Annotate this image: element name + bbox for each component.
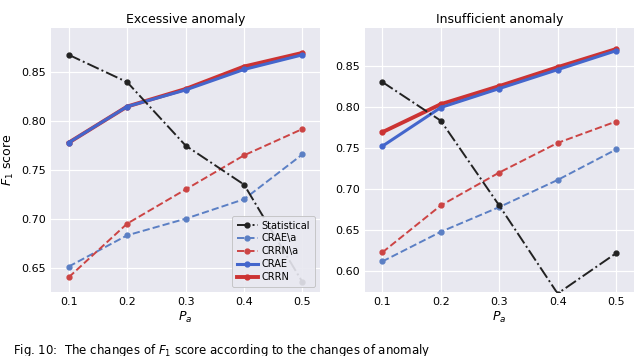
CRRN\a [124,221,131,226]
Line: CRRN: CRRN [380,47,618,135]
CRRN [378,130,386,134]
CRAE\a [299,152,307,157]
CRRN [240,64,248,69]
CRAE [495,87,503,91]
CRAE\a [554,178,561,182]
Statistical [65,53,72,57]
CRRN\a [495,171,503,175]
CRAE\a [612,147,620,152]
CRAE [612,48,620,53]
CRAE [240,67,248,72]
Line: Statistical: Statistical [380,79,618,296]
CRRN\a [437,203,445,208]
CRRN\a [240,153,248,157]
CRRN\a [299,127,307,131]
Statistical [612,251,620,255]
CRAE\a [182,216,189,221]
Statistical [124,80,131,84]
Legend: Statistical, CRAE\a, CRRN\a, CRAE, CRRN: Statistical, CRAE\a, CRRN\a, CRAE, CRRN [232,216,315,287]
Statistical [495,203,503,208]
CRAE\a [240,197,248,201]
CRRN\a [554,141,561,145]
Statistical [240,183,248,187]
Line: CRAE\a: CRAE\a [67,152,305,269]
Line: CRAE: CRAE [67,52,305,145]
CRRN\a [378,250,386,255]
CRRN [612,47,620,51]
CRAE [378,144,386,148]
CRAE\a [437,230,445,234]
Title: Insufficient anomaly: Insufficient anomaly [435,13,563,26]
Y-axis label: $F_1$ score: $F_1$ score [1,134,16,187]
CRRN [554,65,561,69]
Line: CRAE: CRAE [380,48,618,149]
X-axis label: $P_a$: $P_a$ [492,310,506,325]
CRAE\a [124,233,131,237]
CRRN [65,141,72,145]
Statistical [554,292,561,296]
Line: Statistical: Statistical [67,52,305,284]
Statistical [437,119,445,123]
CRRN\a [65,275,72,279]
Statistical [378,80,386,84]
CRAE [299,53,307,57]
CRRN [495,84,503,88]
CRAE [437,105,445,110]
CRAE [554,68,561,72]
Title: Excessive anomaly: Excessive anomaly [126,13,245,26]
CRAE\a [65,265,72,269]
Line: CRRN\a: CRRN\a [380,119,618,255]
CRRN [124,104,131,109]
CRAE [124,104,131,109]
CRAE\a [495,205,503,209]
CRAE\a [378,259,386,263]
CRRN [182,87,189,91]
CRRN\a [182,187,189,192]
Statistical [182,143,189,148]
Line: CRRN\a: CRRN\a [67,126,305,280]
CRRN [299,51,307,55]
X-axis label: $P_a$: $P_a$ [179,310,193,325]
CRAE [182,88,189,92]
CRRN\a [612,119,620,124]
Line: CRRN: CRRN [67,51,305,145]
Line: CRAE\a: CRAE\a [380,147,618,264]
CRRN [437,102,445,106]
Statistical [299,280,307,284]
CRAE [65,141,72,145]
Text: Fig. 10:  The changes of $F_1$ score according to the changes of anomaly: Fig. 10: The changes of $F_1$ score acco… [13,342,430,356]
